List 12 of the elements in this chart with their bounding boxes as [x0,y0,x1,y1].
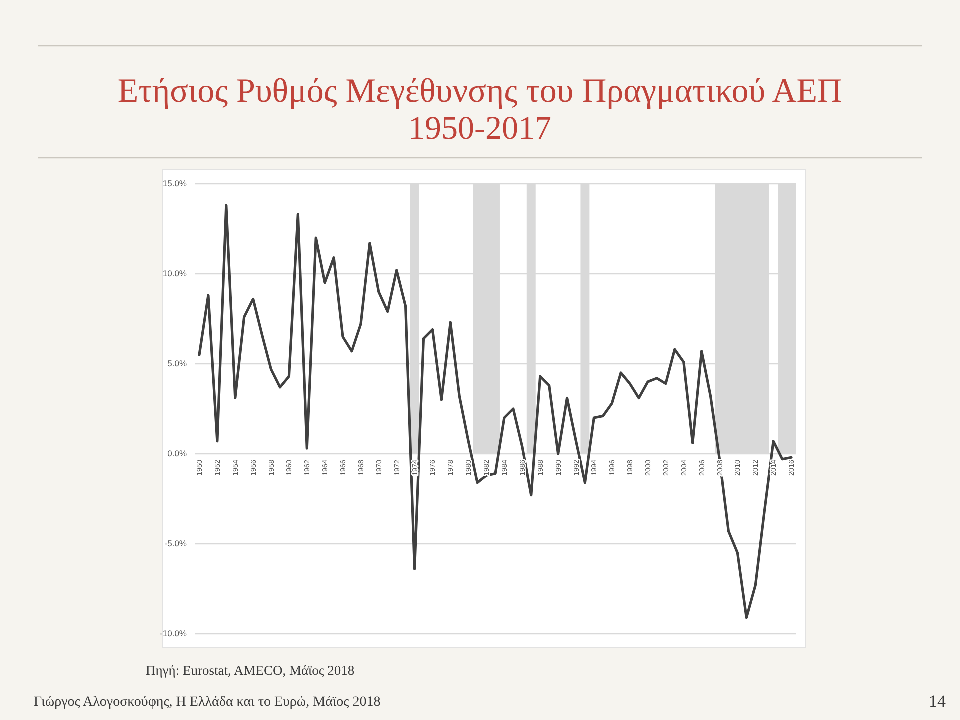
chart-title: Ετήσιος Ρυθμός Μεγέθυνσης του Πραγματικού ΑΕΠ [118,73,842,110]
y-tick-label: 0.0% [168,448,188,459]
y-tick-label: -10.0% [160,628,188,639]
y-tick-label: 10.0% [162,268,188,279]
y-tick-label: 5.0% [168,358,188,369]
y-tick-label: 15.0% [162,178,188,189]
line-series [198,204,793,620]
text: Πηγή: Eurostat, AMECO, Μάϊος 2018 [146,663,355,678]
text: Γιώργος Αλογοσκούφης, Η Ελλάδα και το Ευρώ, Μάϊος 2018 [34,695,381,710]
text: 14 [929,692,946,711]
chart-subtitle: 1950-2017 [408,111,552,147]
y-tick-label: -5.0% [164,538,188,549]
